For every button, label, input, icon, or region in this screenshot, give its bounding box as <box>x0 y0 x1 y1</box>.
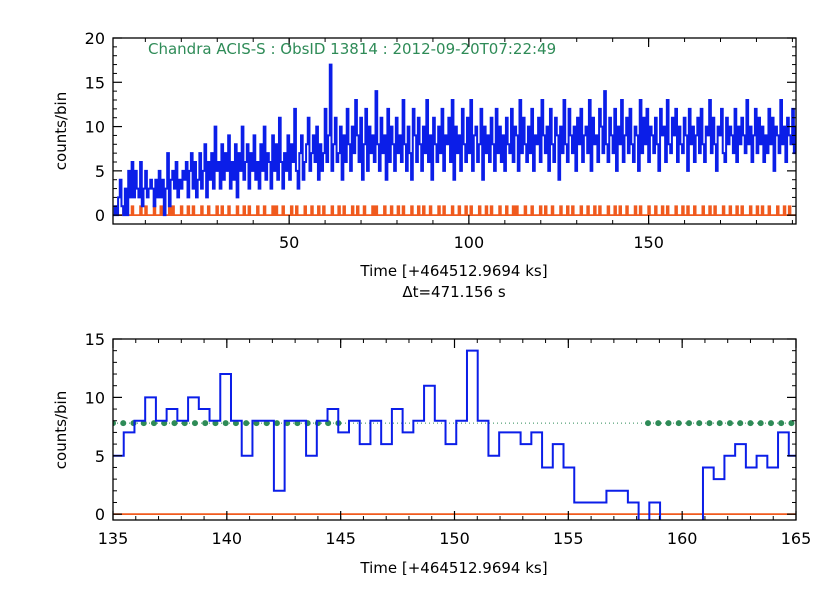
x-tick-label: 150 <box>633 233 664 252</box>
mean-level-dot <box>191 420 198 427</box>
bottom-y-axis-label: counts/bin <box>52 391 70 469</box>
source-step-line <box>113 63 796 217</box>
y-tick-label: 20 <box>85 29 105 48</box>
mean-level-dot <box>665 420 672 427</box>
x-tick-label: 100 <box>454 233 485 252</box>
x-tick-label: 140 <box>212 529 243 548</box>
y-tick-label: 10 <box>85 388 105 407</box>
mean-level-dot <box>778 420 785 427</box>
mean-level-dot <box>757 420 764 427</box>
mean-level-dot <box>726 420 733 427</box>
mean-level-dot <box>706 420 713 427</box>
x-tick-label: 50 <box>279 233 299 252</box>
mean-level-dot <box>737 420 744 427</box>
mean-level-dot <box>655 420 662 427</box>
top-bin-width-label: Δt=471.156 s <box>402 283 506 301</box>
mean-level-dot <box>716 420 723 427</box>
bottom-x-axis-label: Time [+464512.9694 ks] <box>359 559 547 577</box>
mean-level-dot <box>685 420 692 427</box>
bottom-axis-ticks: 135 140 145 150 155 160 165 0 5 10 15 <box>85 330 812 548</box>
y-tick-label: 0 <box>95 505 105 524</box>
mean-level-dot <box>273 420 280 427</box>
mean-level-dot <box>243 420 250 427</box>
x-tick-label: 150 <box>439 529 470 548</box>
mean-level-dot <box>222 420 229 427</box>
mean-level-dot <box>113 420 116 427</box>
top-panel: 50 100 150 0 5 10 15 20 Chandra ACIS-S : ObsID … <box>52 29 797 301</box>
top-y-axis-label: counts/bin <box>52 92 70 170</box>
x-tick-label: 135 <box>98 529 129 548</box>
background-step-line <box>113 205 796 217</box>
top-chart-title: Chandra ACIS-S : ObsID 13814 : 2012-09-2… <box>148 40 556 58</box>
bottom-source-series <box>113 349 796 520</box>
bottom-panel: 135 140 145 150 155 160 165 0 5 10 15 counts/bin T… <box>52 330 812 577</box>
x-tick-label: 160 <box>667 529 698 548</box>
mean-level-dot <box>645 420 652 427</box>
x-tick-label: 155 <box>553 529 584 548</box>
mean-level-dot <box>120 420 127 427</box>
top-plot-frame <box>112 37 797 225</box>
y-tick-label: 15 <box>85 330 105 349</box>
mean-level-dot <box>767 420 774 427</box>
source-step-line <box>113 349 796 520</box>
y-tick-label: 15 <box>85 73 105 92</box>
top-source-series <box>113 63 796 217</box>
mean-level-dot <box>171 420 178 427</box>
y-tick-label: 5 <box>95 447 105 466</box>
mean-level-dot <box>202 420 209 427</box>
bottom-plot-frame <box>112 338 797 521</box>
mean-level-dot <box>788 420 795 427</box>
y-tick-label: 10 <box>85 118 105 137</box>
x-tick-label: 165 <box>781 529 812 548</box>
top-axis-ticks: 50 100 150 0 5 10 15 20 <box>85 29 796 252</box>
mean-level-dot <box>696 420 703 427</box>
top-x-axis-label: Time [+464512.9694 ks] <box>359 262 547 280</box>
top-background-series <box>113 205 796 217</box>
y-tick-label: 5 <box>95 162 105 181</box>
mean-level-dot <box>675 420 682 427</box>
mean-level-dot <box>747 420 754 427</box>
y-tick-label: 0 <box>95 206 105 225</box>
x-tick-label: 145 <box>325 529 356 548</box>
bottom-mean-level <box>113 420 796 427</box>
